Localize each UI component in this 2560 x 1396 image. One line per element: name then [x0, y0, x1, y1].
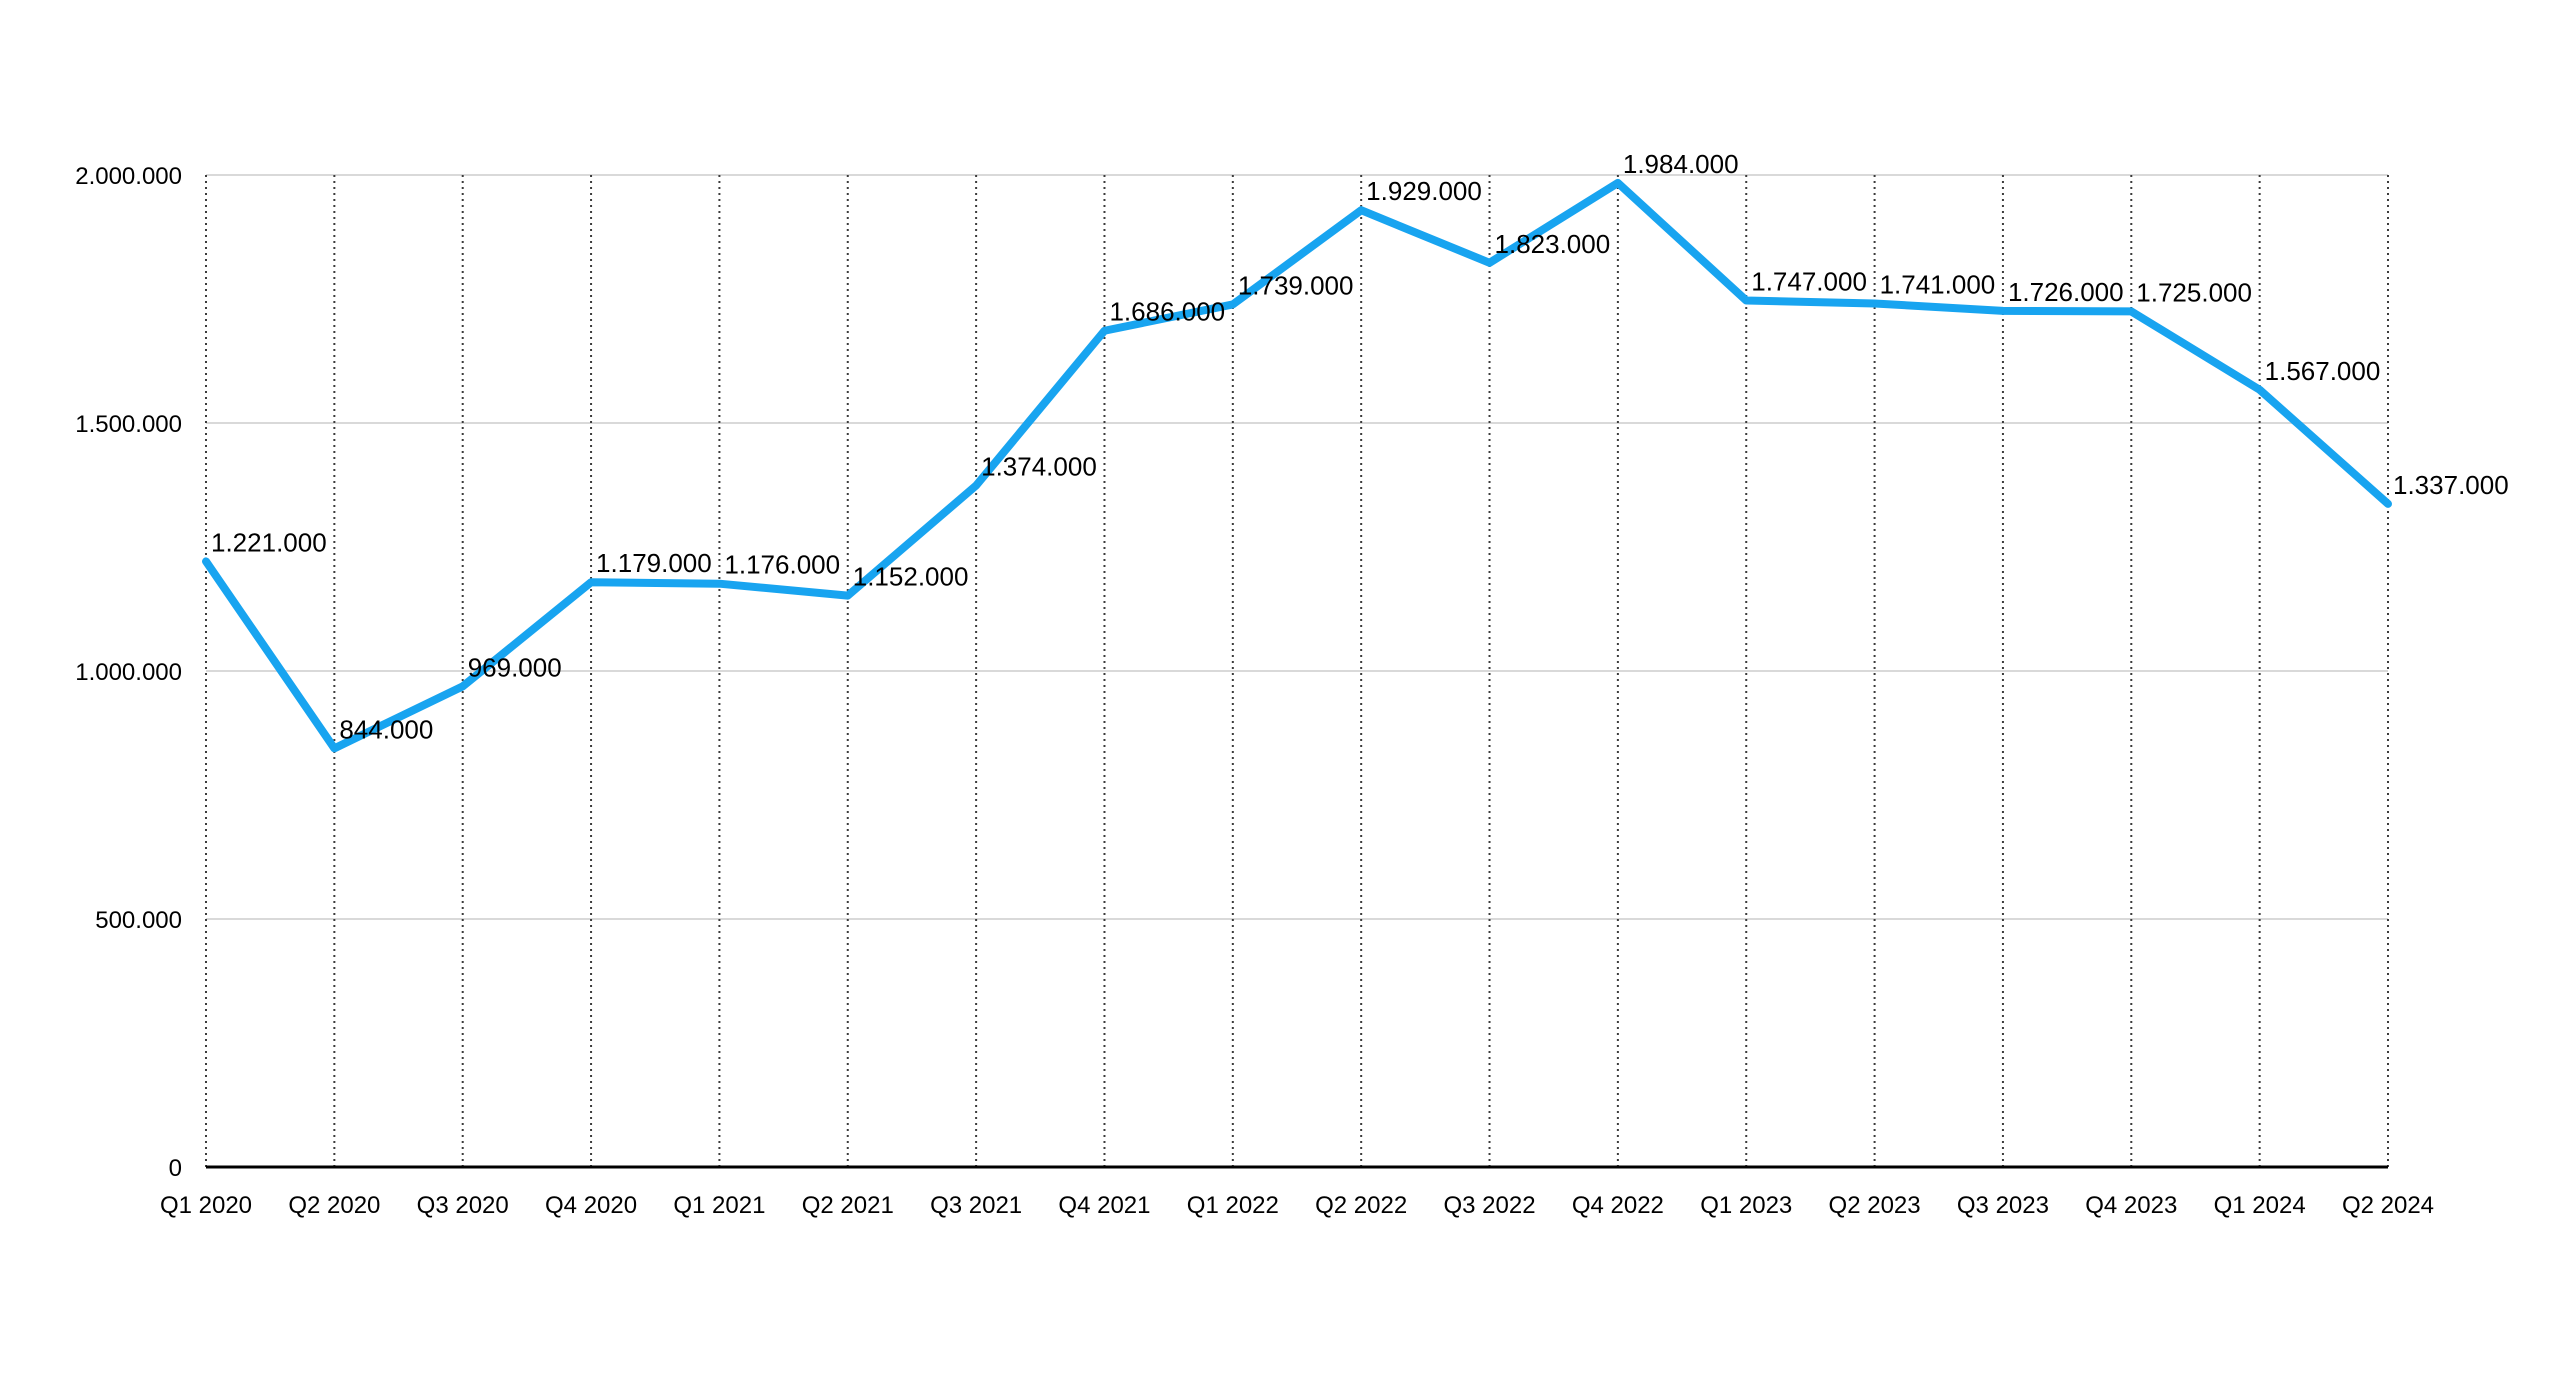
x-tick-label: Q1 2023: [1700, 1192, 1792, 1219]
y-tick-label: 1.500.000: [75, 411, 182, 438]
point-label: 1.374.000: [981, 451, 1097, 481]
x-tick-label: Q4 2022: [1572, 1192, 1664, 1219]
series-line: [202, 178, 2392, 753]
point-label: 969.000: [468, 652, 562, 682]
y-tick-label: 2.000.000: [75, 163, 182, 190]
y-tick-label: 1.000.000: [75, 659, 182, 686]
point-label: 1.567.000: [2265, 356, 2381, 386]
x-tick-label: Q3 2023: [1957, 1192, 2049, 1219]
point-label: 1.152.000: [853, 562, 969, 592]
point-label: 1.747.000: [1751, 266, 1867, 296]
x-tick-label: Q2 2021: [802, 1192, 894, 1219]
x-tick-label: Q4 2023: [2085, 1192, 2177, 1219]
x-tick-label: Q1 2022: [1187, 1192, 1279, 1219]
point-label: 1.929.000: [1366, 176, 1482, 206]
x-tick-label: Q2 2022: [1315, 1192, 1407, 1219]
point-label: 844.000: [339, 714, 433, 744]
x-tick-label: Q3 2022: [1443, 1192, 1535, 1219]
point-label: 1.741.000: [1880, 269, 1996, 299]
x-tick-label: Q2 2023: [1829, 1192, 1921, 1219]
y-tick-label: 500.000: [95, 907, 182, 934]
x-tick-label: Q3 2021: [930, 1192, 1022, 1219]
point-label: 1.221.000: [211, 527, 327, 557]
x-tick-label: Q4 2021: [1058, 1192, 1150, 1219]
x-tick-label: Q1 2021: [673, 1192, 765, 1219]
x-tick-label: Q2 2020: [288, 1192, 380, 1219]
x-tick-label: Q3 2020: [417, 1192, 509, 1219]
x-tick-label: Q1 2020: [160, 1192, 252, 1219]
point-label: 1.176.000: [724, 550, 840, 580]
point-label: 1.823.000: [1495, 229, 1611, 259]
point-label: 1.739.000: [1238, 270, 1354, 300]
x-tick-label: Q4 2020: [545, 1192, 637, 1219]
point-label: 1.686.000: [1109, 297, 1225, 327]
point-label: 1.726.000: [2008, 277, 2124, 307]
y-tick-label: 0: [169, 1155, 182, 1182]
x-tick-label: Q1 2024: [2214, 1192, 2306, 1219]
x-tick-label: Q2 2024: [2342, 1192, 2434, 1219]
point-label: 1.337.000: [2393, 470, 2509, 500]
point-label: 1.179.000: [596, 548, 712, 578]
point-label: 1.725.000: [2136, 277, 2252, 307]
point-label: 1.984.000: [1623, 149, 1739, 179]
